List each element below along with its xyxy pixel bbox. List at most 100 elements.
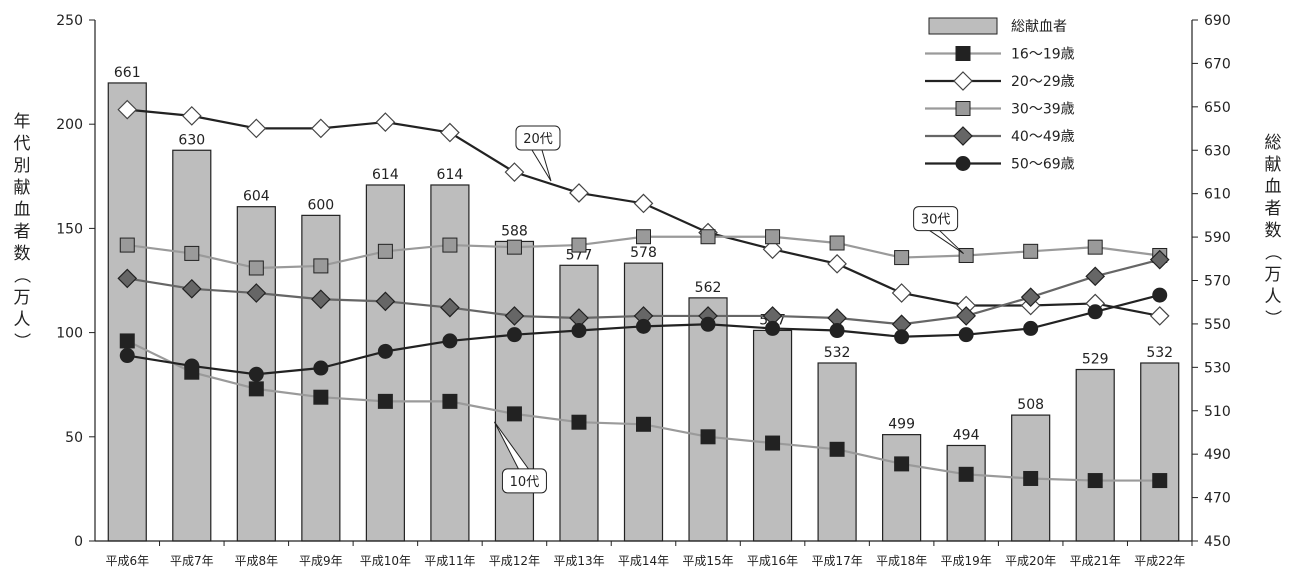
marker-diamond: [440, 297, 460, 318]
marker-circle: [636, 318, 651, 334]
callout-pointer: [929, 230, 964, 254]
bar: [946, 444, 986, 542]
marker-circle: [1087, 304, 1103, 320]
marker-circle: [313, 360, 329, 376]
callout-label: 20代: [523, 132, 553, 147]
marker-diamond: [246, 118, 267, 139]
bar-value-label: 588: [501, 223, 528, 239]
marker-diamond: [956, 306, 976, 326]
axis-title-char: 血: [1265, 177, 1282, 197]
bar-value-label: 499: [888, 417, 915, 433]
right-tick-label: 590: [1204, 230, 1231, 246]
marker-diamond: [827, 253, 847, 274]
legend-label: 30〜39歳: [1011, 102, 1075, 118]
axis-title-char: 総: [1265, 133, 1282, 153]
bar: [172, 149, 212, 542]
bar: [1140, 362, 1180, 542]
x-tick-label: 平成15年: [682, 554, 733, 568]
marker-circle: [700, 316, 716, 332]
bar-value-label: 494: [953, 427, 980, 443]
callout: 30代: [913, 206, 964, 254]
callout-pointer: [493, 421, 529, 470]
marker-diamond: [117, 268, 138, 289]
marker-square: [765, 229, 781, 245]
x-tick-label: 平成21年: [1070, 554, 1121, 568]
x-tick-label: 平成20年: [1005, 554, 1056, 568]
right-tick-label: 650: [1204, 100, 1231, 116]
x-tick-label: 平成6年: [105, 554, 149, 568]
legend-label: 50〜69歳: [1011, 157, 1075, 173]
left-tick-label: 250: [56, 13, 83, 29]
marker-diamond: [891, 283, 912, 303]
marker-square: [894, 456, 910, 472]
bar-value-label: 532: [1146, 345, 1173, 361]
legend-swatch-bar: [928, 17, 998, 35]
right-tick-label: 690: [1204, 13, 1231, 29]
marker-diamond: [1085, 266, 1106, 287]
marker-diamond: [181, 106, 202, 126]
legend-label: 16〜19歳: [1011, 47, 1075, 63]
x-tick-label: 平成12年: [489, 554, 540, 568]
bar: [559, 264, 599, 542]
x-tick-label: 平成22年: [1134, 554, 1185, 568]
bar-value-label: 578: [630, 245, 657, 261]
marker-circle: [955, 156, 971, 171]
marker-diamond: [953, 126, 973, 146]
marker-diamond: [181, 278, 202, 299]
bar: [688, 297, 728, 542]
line-series: [117, 99, 1170, 326]
marker-square: [636, 416, 651, 432]
marker-circle: [958, 327, 974, 343]
marker-square: [955, 46, 971, 61]
x-tick-label: 平成18年: [876, 554, 927, 568]
right-tick-label: 630: [1204, 143, 1231, 159]
marker-square: [958, 466, 974, 482]
marker-circle: [248, 366, 264, 382]
left-tick-label: 150: [56, 221, 83, 237]
marker-circle: [377, 343, 393, 359]
marker-diamond: [1149, 306, 1170, 326]
callout-label: 30代: [921, 213, 951, 228]
marker-diamond: [311, 289, 331, 310]
marker-square: [119, 237, 135, 253]
marker-circle: [571, 323, 587, 339]
x-tick-label: 平成14年: [618, 554, 669, 568]
bar-value-label: 614: [372, 167, 399, 183]
marker-diamond: [246, 283, 267, 303]
bar: [301, 214, 341, 542]
axis-title-char: 献: [1265, 155, 1282, 175]
marker-square: [958, 247, 974, 263]
marker-circle: [1023, 320, 1039, 336]
x-tick-label: 平成9年: [299, 554, 343, 568]
axis-title-char: 人: [14, 310, 31, 330]
right-tick-label: 470: [1204, 491, 1231, 507]
marker-diamond: [375, 291, 396, 312]
line-series: [119, 333, 1168, 489]
marker-circle: [119, 348, 135, 364]
marker-circle: [506, 327, 522, 343]
marker-square: [765, 435, 781, 451]
marker-diamond: [1020, 287, 1041, 308]
right-tick-label: 670: [1204, 56, 1231, 72]
marker-circle: [1152, 287, 1168, 303]
marker-square: [1023, 243, 1039, 259]
axis-title-char: 者: [14, 222, 31, 242]
marker-square: [1152, 473, 1168, 489]
marker-diamond: [440, 122, 460, 143]
bar-value-label: 532: [824, 345, 851, 361]
axis-title-char: 献: [14, 178, 31, 198]
marker-square: [184, 245, 200, 261]
marker-square: [119, 333, 135, 349]
bar-value-label: 529: [1082, 352, 1109, 368]
right-tick-label: 570: [1204, 274, 1231, 290]
bar-value-label: 614: [437, 167, 464, 183]
callout-box: [515, 125, 561, 151]
marker-square: [829, 441, 845, 457]
marker-diamond: [953, 71, 973, 91]
x-tick-label: 平成13年: [553, 554, 604, 568]
left-tick-label: 200: [56, 117, 83, 133]
marker-square: [636, 229, 651, 245]
marker-square: [1087, 239, 1103, 255]
legend-label: 総献血者: [1011, 19, 1067, 35]
